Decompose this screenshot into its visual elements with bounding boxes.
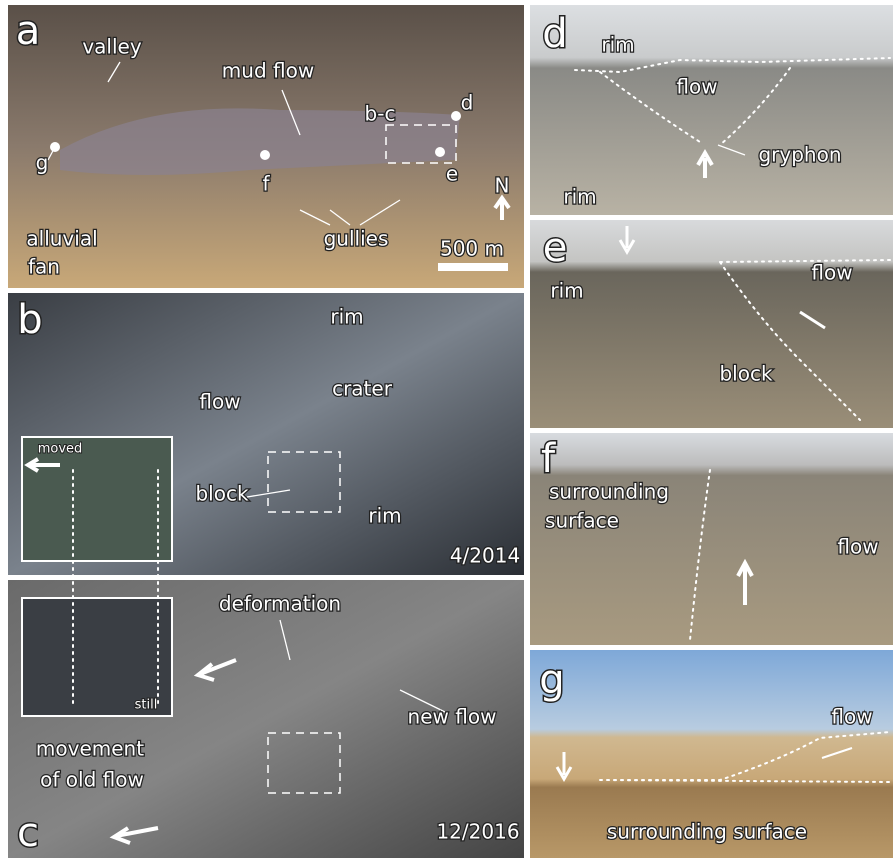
site-marker xyxy=(435,147,445,157)
annotation: 12/2016 xyxy=(436,820,519,844)
inset-image xyxy=(21,436,173,562)
annotation: deformation xyxy=(219,592,341,616)
annotation: flow xyxy=(837,535,878,559)
photo xyxy=(530,220,893,428)
north-arrow xyxy=(493,194,511,220)
arrow xyxy=(618,226,636,255)
annotation: f xyxy=(262,172,270,196)
photo xyxy=(530,433,893,645)
arrow xyxy=(24,457,60,473)
annotation: rim xyxy=(601,33,634,57)
annotation: gullies xyxy=(324,227,389,251)
panel-label: a xyxy=(16,8,41,54)
annotation: flow xyxy=(811,261,852,285)
annotation: rim xyxy=(368,504,401,528)
inset-image xyxy=(21,597,173,717)
annotation: rim xyxy=(330,305,363,329)
arrow xyxy=(555,752,573,782)
annotation: movement xyxy=(36,737,144,761)
flow-outline xyxy=(599,731,891,783)
annotation: g xyxy=(36,151,49,175)
annotation: gryphon xyxy=(758,143,841,167)
annotation: 500 m xyxy=(440,237,504,261)
inset-box xyxy=(267,732,341,794)
arrow xyxy=(736,558,754,605)
leader-line xyxy=(47,61,401,226)
annotation: block xyxy=(719,362,772,386)
panel-d: d rim flow gryphon rim xyxy=(530,5,893,215)
site-marker xyxy=(260,150,270,160)
arrow xyxy=(799,310,826,330)
panel-b: b rim flow crater moved block rim 4/2014 xyxy=(8,293,524,575)
panel-a: a valley mud flow b-c d g f e N alluvial… xyxy=(8,5,524,288)
annotation: flow xyxy=(831,705,872,729)
annotation: surrounding surface xyxy=(607,820,807,844)
annotation: still xyxy=(135,698,158,713)
annotation: 4/2014 xyxy=(450,544,520,568)
annotation: moved xyxy=(38,442,83,457)
annotation: crater xyxy=(332,377,393,401)
annotation: b-c xyxy=(365,102,396,126)
inset-box xyxy=(385,124,457,164)
annotation: rim xyxy=(550,279,583,303)
panel-f: f surrounding surface flow xyxy=(530,433,893,645)
arrow xyxy=(696,149,714,178)
flow-outline xyxy=(574,57,891,146)
panel-label: c xyxy=(17,810,39,856)
annotation: flow xyxy=(676,75,717,99)
annotation: rim xyxy=(563,185,596,209)
leader-line xyxy=(246,489,291,498)
annotation: e xyxy=(446,162,458,186)
panel-label: f xyxy=(541,436,556,482)
annotation: mud flow xyxy=(222,59,314,83)
annotation: block xyxy=(195,482,248,506)
annotation: flow xyxy=(199,390,240,414)
flow-outline xyxy=(689,469,711,641)
arrow xyxy=(193,658,237,682)
leader-line xyxy=(717,144,746,156)
annotation: new flow xyxy=(408,705,497,729)
panel-g: g flow surrounding surface xyxy=(530,650,893,858)
annotation: alluvial xyxy=(26,227,97,251)
site-marker xyxy=(451,111,461,121)
panel-c: c deformation still new flow movement of… xyxy=(8,469,524,858)
mud-flow-area xyxy=(60,108,460,175)
annotation: surrounding xyxy=(549,480,669,504)
arrow xyxy=(109,826,159,845)
panel-label: b xyxy=(17,297,42,343)
annotation: N xyxy=(495,174,510,198)
photo xyxy=(530,5,893,215)
annotation: d xyxy=(461,91,474,115)
annotation: surface xyxy=(545,509,619,533)
panel-label: g xyxy=(539,657,564,703)
panel-e: e rim flow block xyxy=(530,220,893,428)
scale-bar xyxy=(438,263,508,271)
arrow xyxy=(821,747,853,759)
inset-box xyxy=(267,451,341,513)
annotation: of old flow xyxy=(40,768,144,792)
leader-line xyxy=(279,619,446,713)
panel-label: d xyxy=(542,11,567,57)
flow-outline xyxy=(719,259,891,421)
panel-label: e xyxy=(543,225,568,271)
annotation: fan xyxy=(28,255,60,279)
reference-line xyxy=(72,469,159,706)
annotation: valley xyxy=(82,35,142,59)
